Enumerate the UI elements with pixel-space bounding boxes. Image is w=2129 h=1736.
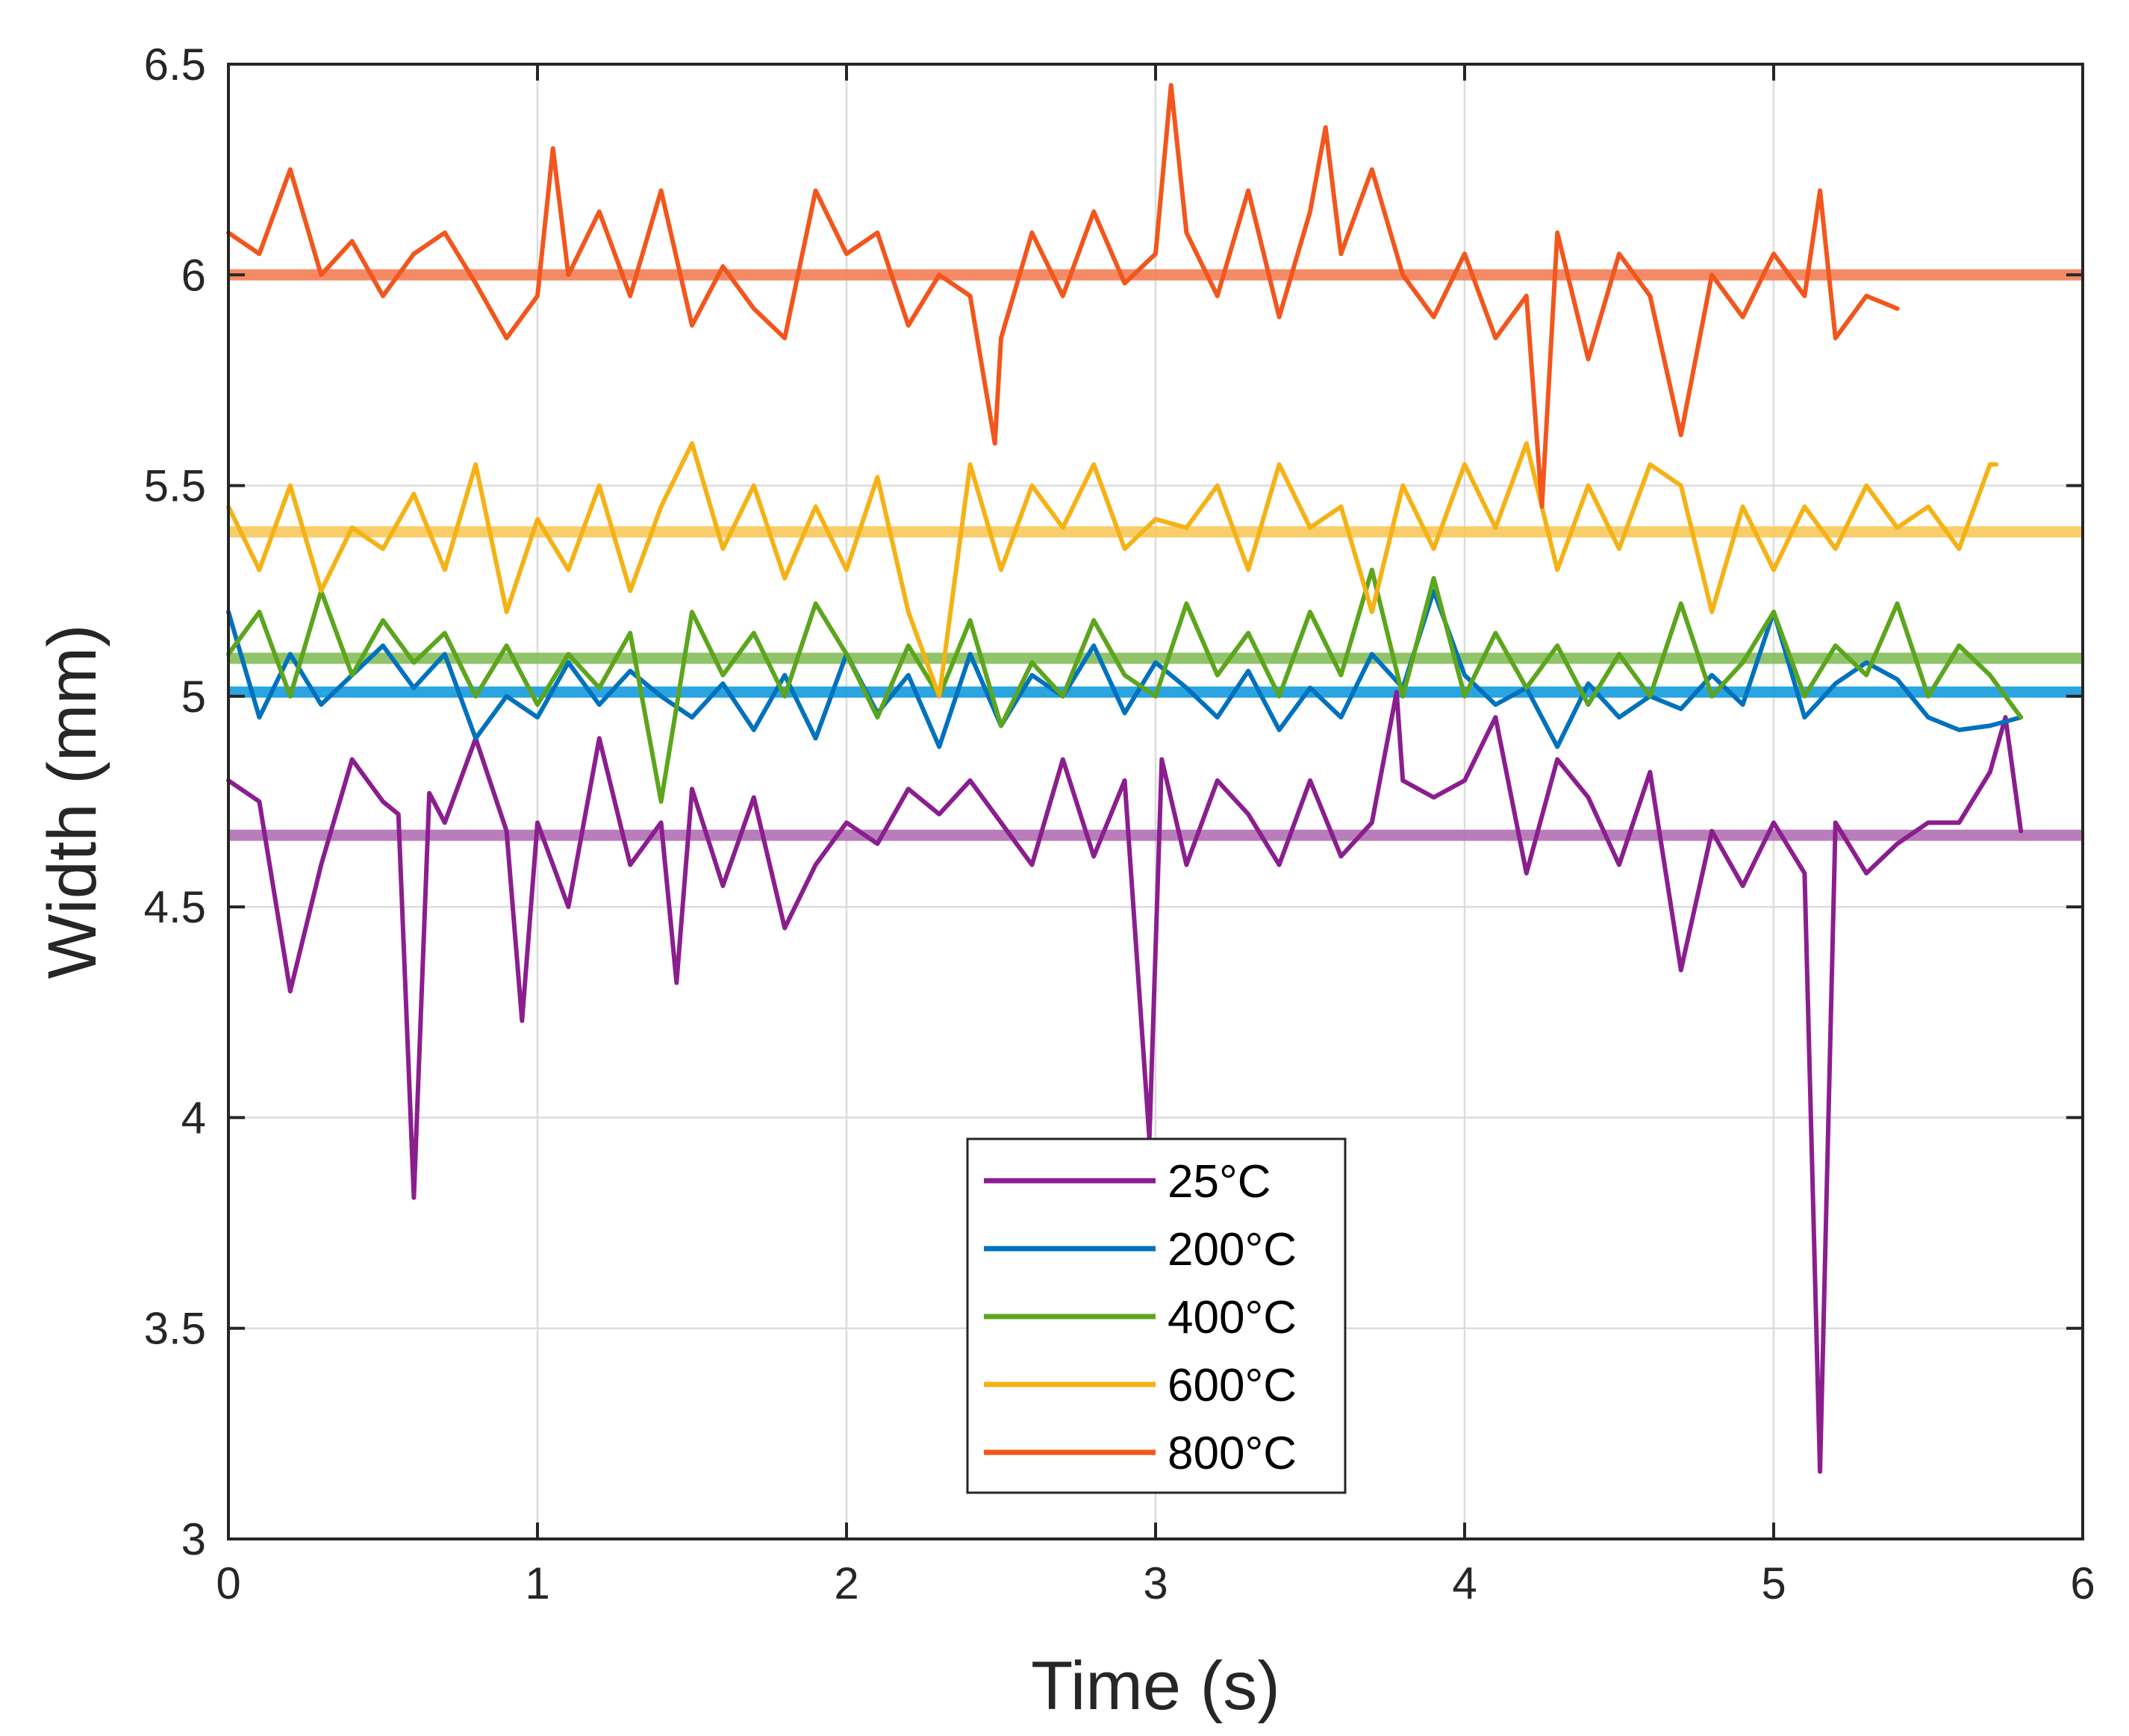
x-tick-label: 1	[525, 1558, 549, 1608]
x-tick-label: 4	[1452, 1558, 1477, 1608]
y-tick-label: 4.5	[144, 882, 206, 932]
legend-label-5: 800°C	[1168, 1428, 1297, 1479]
legend-label-3: 400°C	[1168, 1292, 1297, 1343]
x-tick-label: 0	[216, 1558, 240, 1608]
y-tick-label: 3.5	[144, 1304, 206, 1354]
series-lines	[226, 83, 2024, 1474]
series-line-4	[226, 441, 1999, 699]
x-tick-labels: 0 1 2 3 4 5 6	[216, 1558, 2095, 1608]
legend-label-4: 600°C	[1168, 1360, 1297, 1411]
series-line-3	[226, 567, 2024, 804]
y-tick-label: 4	[181, 1093, 206, 1143]
x-tick-label: 6	[2070, 1558, 2095, 1608]
y-tick-labels: 3 3.5 4 4.5 5 5.5 6 6.5	[144, 40, 206, 1564]
y-axis-label: Width (mm)	[34, 624, 110, 978]
y-tick-label: 6.5	[144, 40, 206, 90]
legend-label-1: 25°C	[1168, 1156, 1271, 1208]
y-tick-label: 5.5	[144, 461, 206, 511]
x-axis-label: Time (s)	[1031, 1648, 1280, 1724]
x-tick-label: 5	[1761, 1558, 1786, 1608]
y-tick-label: 5	[181, 672, 206, 722]
x-tick-label: 2	[834, 1558, 858, 1608]
series-line-1	[226, 690, 2024, 1474]
series-line-5	[226, 83, 1900, 509]
y-tick-label: 3	[181, 1514, 206, 1564]
y-tick-label: 6	[181, 250, 206, 300]
legend: 25°C 200°C 400°C 600°C 800°C	[966, 1137, 1347, 1494]
axis-ticks	[227, 63, 2084, 1540]
legend-label-2: 200°C	[1168, 1224, 1297, 1276]
x-tick-label: 3	[1143, 1558, 1168, 1608]
